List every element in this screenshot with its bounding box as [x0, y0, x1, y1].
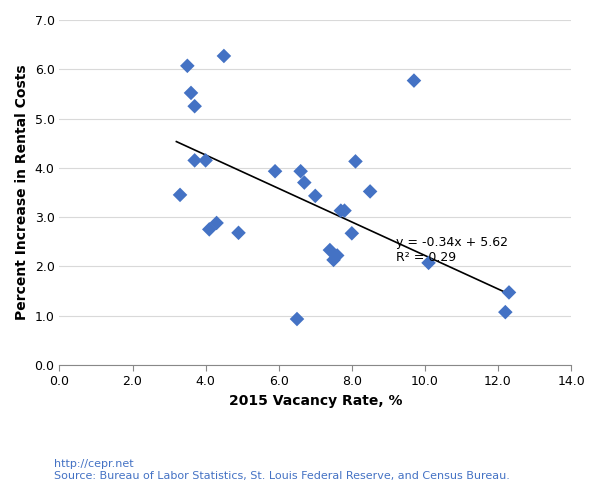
Point: [299, 179, 309, 187]
Point: [292, 315, 302, 323]
Point: [332, 252, 342, 260]
Point: [296, 167, 305, 175]
Point: [424, 259, 433, 267]
Point: [182, 62, 192, 69]
Point: [350, 157, 360, 165]
Point: [409, 77, 419, 85]
Point: [365, 188, 375, 195]
Point: [219, 52, 229, 60]
Point: [212, 219, 221, 227]
Point: [186, 89, 196, 97]
Y-axis label: Percent Increase in Rental Costs: Percent Increase in Rental Costs: [15, 65, 29, 320]
X-axis label: 2015 Vacancy Rate, %: 2015 Vacancy Rate, %: [229, 394, 402, 408]
Point: [190, 156, 199, 164]
Point: [175, 191, 185, 199]
Text: y = -0.34x + 5.62
R² = 0.29: y = -0.34x + 5.62 R² = 0.29: [395, 236, 508, 264]
Point: [500, 308, 510, 316]
Point: [504, 289, 514, 296]
Point: [190, 103, 199, 110]
Text: http://cepr.net
Source: Bureau of Labor Statistics, St. Louis Federal Reserve, a: http://cepr.net Source: Bureau of Labor …: [54, 459, 510, 481]
Point: [201, 156, 211, 164]
Point: [329, 256, 338, 264]
Point: [205, 226, 214, 233]
Point: [336, 207, 346, 214]
Point: [270, 167, 280, 175]
Point: [234, 229, 244, 237]
Point: [310, 192, 320, 200]
Point: [340, 207, 349, 214]
Point: [325, 246, 335, 254]
Point: [347, 229, 356, 237]
